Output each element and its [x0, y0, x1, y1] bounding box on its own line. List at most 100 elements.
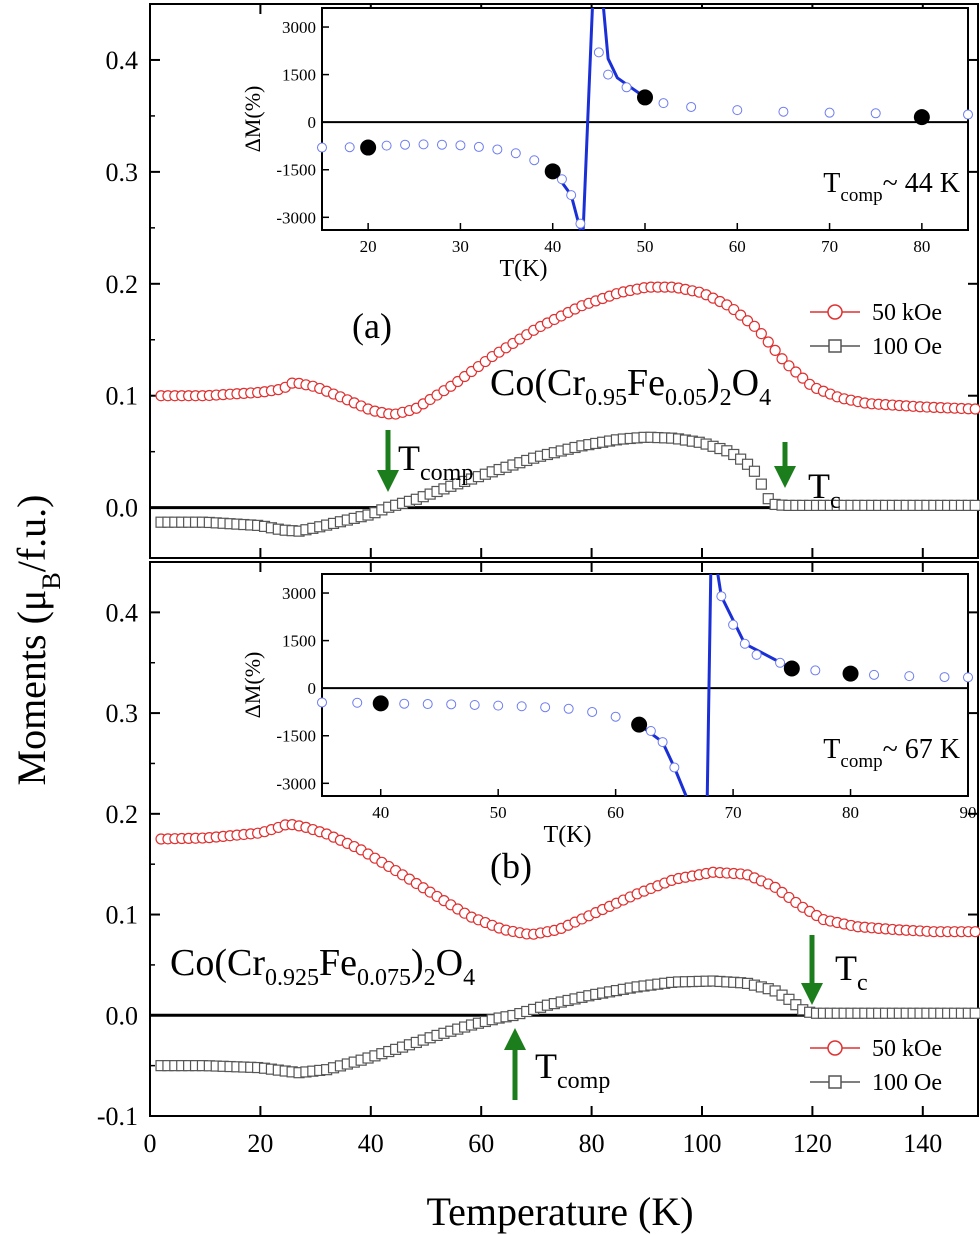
- inset-note-main: T: [823, 168, 840, 199]
- inset-data-point: [575, 218, 586, 229]
- inset-x-tick-label: 70: [725, 803, 742, 822]
- inset-y-tick-label: 1500: [282, 632, 316, 651]
- formula-subscript: 4: [463, 965, 475, 991]
- data-point-100oe: [969, 499, 980, 511]
- inset-frame: [321, 573, 969, 797]
- inset-data-point: [493, 700, 504, 711]
- legend-label: 100 Oe: [872, 1070, 942, 1096]
- inset-highlight-point: [783, 660, 800, 677]
- inset-data-point: [473, 141, 484, 152]
- inset-data-point: [446, 699, 457, 710]
- y-tick-label: 0.1: [106, 901, 139, 930]
- inset-highlight-point: [372, 695, 389, 712]
- x-tick-label: 40: [358, 1129, 384, 1158]
- x-tick-label: 0: [144, 1129, 157, 1158]
- data-point-100oe: [748, 465, 761, 477]
- inset-data-point: [352, 697, 363, 708]
- inset-data-point: [566, 190, 577, 201]
- plot-frame: [149, 561, 979, 1117]
- inset-data-point: [963, 109, 973, 120]
- arrow-head: [801, 983, 823, 1005]
- inset-data-point: [418, 139, 429, 150]
- x-tick-label: 80: [579, 1129, 605, 1158]
- data-point-100oe: [762, 493, 774, 505]
- data-point-50koe: [790, 366, 802, 378]
- y-axis-label-sub: B: [37, 572, 66, 589]
- transition-subscript: comp: [557, 1068, 610, 1094]
- inset-data-point: [751, 649, 762, 660]
- inset-x-tick-label: 50: [637, 237, 654, 256]
- data-point-50koe: [748, 320, 761, 332]
- inset-frame: [321, 7, 969, 231]
- inset-divergence-line: [581, 7, 594, 231]
- y-tick-label: 0.0: [106, 1001, 139, 1030]
- inset-y-tick-label: -1500: [276, 727, 316, 746]
- legend-label: 50 kOe: [872, 300, 942, 326]
- data-point-50koe: [755, 328, 767, 340]
- inset-y-tick-label: 0: [308, 113, 317, 132]
- inset-data-point: [510, 148, 521, 159]
- legend-marker-circle: [827, 1040, 843, 1056]
- y-tick-label: 0.0: [106, 494, 139, 523]
- inset-data-point: [344, 142, 355, 153]
- formula-subscript: 2: [424, 965, 436, 991]
- inset-data-point: [658, 98, 669, 109]
- inset-tcomp-note: Tcomp~ 67 K: [823, 734, 960, 772]
- inset-data-point: [492, 144, 503, 155]
- panel-label: (b): [490, 846, 532, 886]
- inset-data-point: [540, 702, 551, 713]
- inset-x-tick-label: 60: [729, 237, 746, 256]
- panel-a: 0.0 0.1 0.2 0.3 0.4 (a) Co(Cr0.95Fe0.05)2O4 50 …: [106, 3, 980, 559]
- data-point-50koe: [776, 353, 788, 365]
- inset-y-tick-label: 0: [308, 679, 317, 698]
- inset-data-point: [422, 699, 433, 710]
- x-tick-label: 20: [247, 1129, 273, 1158]
- inset-data-point: [469, 699, 480, 710]
- inset-data-point: [939, 672, 950, 683]
- inset-highlight-point: [544, 163, 561, 180]
- y-tick-label: 0.2: [106, 800, 139, 829]
- inset-tcomp-note: Tcomp~ 44 K: [823, 168, 960, 206]
- inset-data-point: [529, 155, 540, 166]
- arrow-head: [504, 1028, 526, 1050]
- data-point-50koe: [797, 372, 809, 384]
- inset-y-axis-label: ΔM(%): [240, 86, 265, 153]
- inset-data-point: [657, 737, 668, 748]
- inset-data-point: [556, 174, 567, 185]
- inset-data-point: [399, 698, 410, 709]
- formula-text: O: [436, 942, 463, 984]
- inset-data-point: [603, 69, 614, 80]
- inset-data-point: [381, 140, 392, 151]
- inset-note-tail: ~ 44 K: [883, 168, 960, 199]
- data-point-50koe: [969, 403, 980, 415]
- panel-b: -0.10.00.10.20.30.40 20 40 60 80 100 120 140(b)…: [97, 561, 980, 1158]
- inset-x-tick-label: 90: [960, 803, 977, 822]
- inset-data-point: [645, 725, 656, 736]
- y-tick-label: 0.4: [106, 598, 139, 627]
- formula-text: ): [411, 942, 424, 984]
- compound-formula: Co(Cr0.95Fe0.05)2O4: [490, 362, 771, 411]
- inset-data-point: [621, 82, 632, 93]
- legend-marker-circle: [827, 304, 843, 320]
- inset-divergence-line: [705, 573, 713, 797]
- formula-text: Co(Cr: [170, 942, 265, 984]
- inset-x-tick-label: 40: [544, 237, 561, 256]
- inset-note-sub: comp: [840, 185, 882, 206]
- x-axis-label: Temperature (K): [426, 1189, 693, 1234]
- data-point-100oe: [969, 1007, 980, 1019]
- inset-data-point: [810, 665, 821, 676]
- inset-y-tick-label: 3000: [282, 584, 316, 603]
- data-point-50koe: [769, 344, 781, 356]
- formula-text: Fe: [627, 362, 665, 404]
- y-tick-label: 0.2: [106, 270, 139, 299]
- inset-y-tick-label: -3000: [276, 774, 316, 793]
- legend-label: 100 Oe: [872, 334, 942, 360]
- formula-subscript: 0.95: [585, 385, 627, 411]
- formula-text: ): [707, 362, 720, 404]
- inset-note-sub: comp: [840, 751, 882, 772]
- inset-x-axis-label: T(K): [544, 822, 592, 848]
- inset-data-point: [778, 106, 789, 117]
- inset-data-point: [455, 140, 466, 151]
- inset-data-point: [400, 139, 411, 150]
- inset-x-tick-label: 70: [821, 237, 838, 256]
